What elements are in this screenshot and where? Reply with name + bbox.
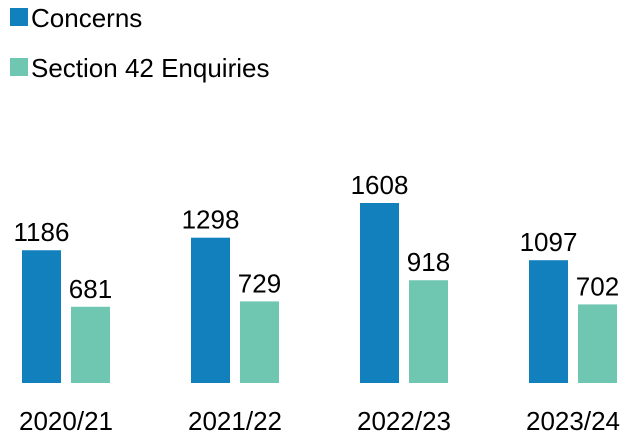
value-label: 1097: [520, 227, 578, 257]
x-tick-label: 2021/22: [188, 406, 282, 436]
legend-swatch: [10, 8, 28, 26]
value-label: 1298: [182, 205, 240, 235]
value-label: 918: [407, 247, 450, 277]
value-label: 702: [576, 271, 619, 301]
value-label: 681: [69, 274, 112, 304]
legend-swatch: [10, 58, 28, 76]
x-tick-label: 2022/23: [357, 406, 451, 436]
x-tick-label: 2023/24: [526, 406, 620, 436]
bar: [71, 306, 110, 383]
value-label: 1186: [14, 217, 70, 247]
value-label: 1608: [351, 170, 409, 200]
bar: [409, 280, 448, 383]
bar: [578, 304, 617, 383]
bar: [191, 237, 230, 383]
value-label: 729: [238, 268, 281, 298]
bar: [529, 260, 568, 383]
bar: [22, 250, 61, 383]
legend-label: Section 42 Enquiries: [31, 53, 269, 83]
x-tick-label: 2020/21: [19, 406, 113, 436]
bar: [360, 203, 399, 383]
legend-label: Concerns: [31, 3, 142, 33]
bar: [240, 301, 279, 383]
